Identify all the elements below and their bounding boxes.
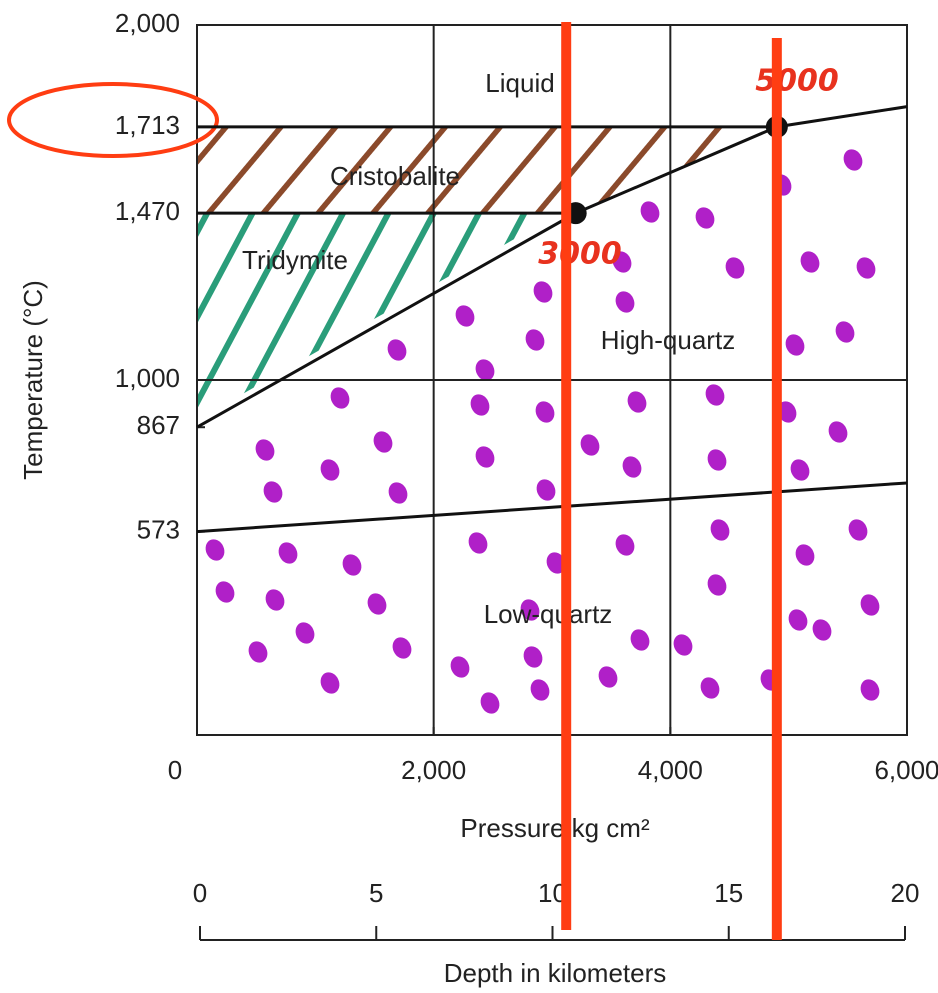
dot bbox=[797, 248, 823, 276]
dot bbox=[670, 631, 696, 659]
y-tick-label: 573 bbox=[137, 514, 180, 544]
x-tick-label: 4,000 bbox=[638, 755, 703, 785]
dot bbox=[389, 634, 415, 662]
dot bbox=[704, 571, 730, 599]
dot bbox=[252, 436, 278, 464]
dot bbox=[467, 391, 493, 419]
region-label: Tridymite bbox=[242, 245, 348, 275]
y-tick-label: 1,470 bbox=[115, 196, 180, 226]
dot bbox=[692, 204, 718, 232]
dot bbox=[317, 456, 343, 484]
dot bbox=[782, 331, 808, 359]
dot bbox=[522, 326, 548, 354]
region-label: Liquid bbox=[485, 68, 554, 98]
dot bbox=[447, 653, 473, 681]
dot bbox=[292, 619, 318, 647]
dot bbox=[327, 384, 353, 412]
region-label: Low-quartz bbox=[484, 599, 613, 629]
dot bbox=[384, 336, 410, 364]
dot bbox=[637, 198, 663, 226]
dot bbox=[704, 446, 730, 474]
x2-axis-title: Depth in kilometers bbox=[444, 958, 667, 988]
dot bbox=[472, 443, 498, 471]
dot bbox=[577, 431, 603, 459]
dot bbox=[212, 578, 238, 606]
x2-tick-label: 15 bbox=[714, 878, 743, 908]
dot bbox=[520, 643, 546, 671]
dot bbox=[527, 676, 553, 704]
dot bbox=[825, 418, 851, 446]
note: 5000 bbox=[755, 64, 839, 99]
note: 3000 bbox=[538, 237, 622, 272]
dot bbox=[853, 254, 879, 282]
dot bbox=[840, 146, 866, 174]
y-tick-label: 2,000 bbox=[115, 8, 180, 38]
dot bbox=[702, 381, 728, 409]
dot bbox=[385, 479, 411, 507]
dot bbox=[317, 669, 343, 697]
dot bbox=[530, 278, 556, 306]
dot bbox=[619, 453, 645, 481]
dot bbox=[722, 254, 748, 282]
dot bbox=[809, 616, 835, 644]
dot bbox=[262, 586, 288, 614]
dot bbox=[364, 590, 390, 618]
dot bbox=[707, 516, 733, 544]
dot bbox=[595, 663, 621, 691]
dot bbox=[260, 478, 286, 506]
x-tick-label: 0 bbox=[168, 755, 182, 785]
dot bbox=[452, 302, 478, 330]
dot bbox=[785, 606, 811, 634]
y-axis-title: Temperature (°C) bbox=[18, 280, 48, 480]
dot bbox=[857, 676, 883, 704]
x-axis-title: Pressure kg cm² bbox=[460, 813, 650, 843]
dot bbox=[245, 638, 271, 666]
y-tick-label: 1,000 bbox=[115, 363, 180, 393]
dot bbox=[465, 529, 491, 557]
dot bbox=[792, 541, 818, 569]
chart: Temperature (°C) Pressure kg cm² Depth i… bbox=[0, 0, 938, 993]
dot bbox=[624, 388, 650, 416]
dot bbox=[845, 516, 871, 544]
y-tick-label: 867 bbox=[137, 410, 180, 440]
dot bbox=[857, 591, 883, 619]
dot bbox=[627, 626, 653, 654]
dot bbox=[339, 551, 365, 579]
dot bbox=[202, 536, 228, 564]
dot bbox=[612, 531, 638, 559]
x-tick-label: 6,000 bbox=[874, 755, 938, 785]
region-label: Cristobalite bbox=[330, 161, 460, 191]
dot bbox=[612, 288, 638, 316]
x-tick-label: 2,000 bbox=[401, 755, 466, 785]
dot bbox=[370, 428, 396, 456]
dot bbox=[533, 476, 559, 504]
x2-tick-label: 20 bbox=[891, 878, 920, 908]
dot bbox=[697, 674, 723, 702]
x2-tick-label: 0 bbox=[193, 878, 207, 908]
y-tick-label: 1,713 bbox=[115, 110, 180, 140]
highlight-ellipse bbox=[9, 84, 217, 156]
dot bbox=[275, 539, 301, 567]
dot bbox=[832, 318, 858, 346]
region-label: High-quartz bbox=[601, 325, 735, 355]
cristobalite-hatch bbox=[197, 127, 778, 213]
dot bbox=[532, 398, 558, 426]
dot bbox=[787, 456, 813, 484]
x2-tick-label: 5 bbox=[369, 878, 383, 908]
dot bbox=[477, 689, 503, 717]
